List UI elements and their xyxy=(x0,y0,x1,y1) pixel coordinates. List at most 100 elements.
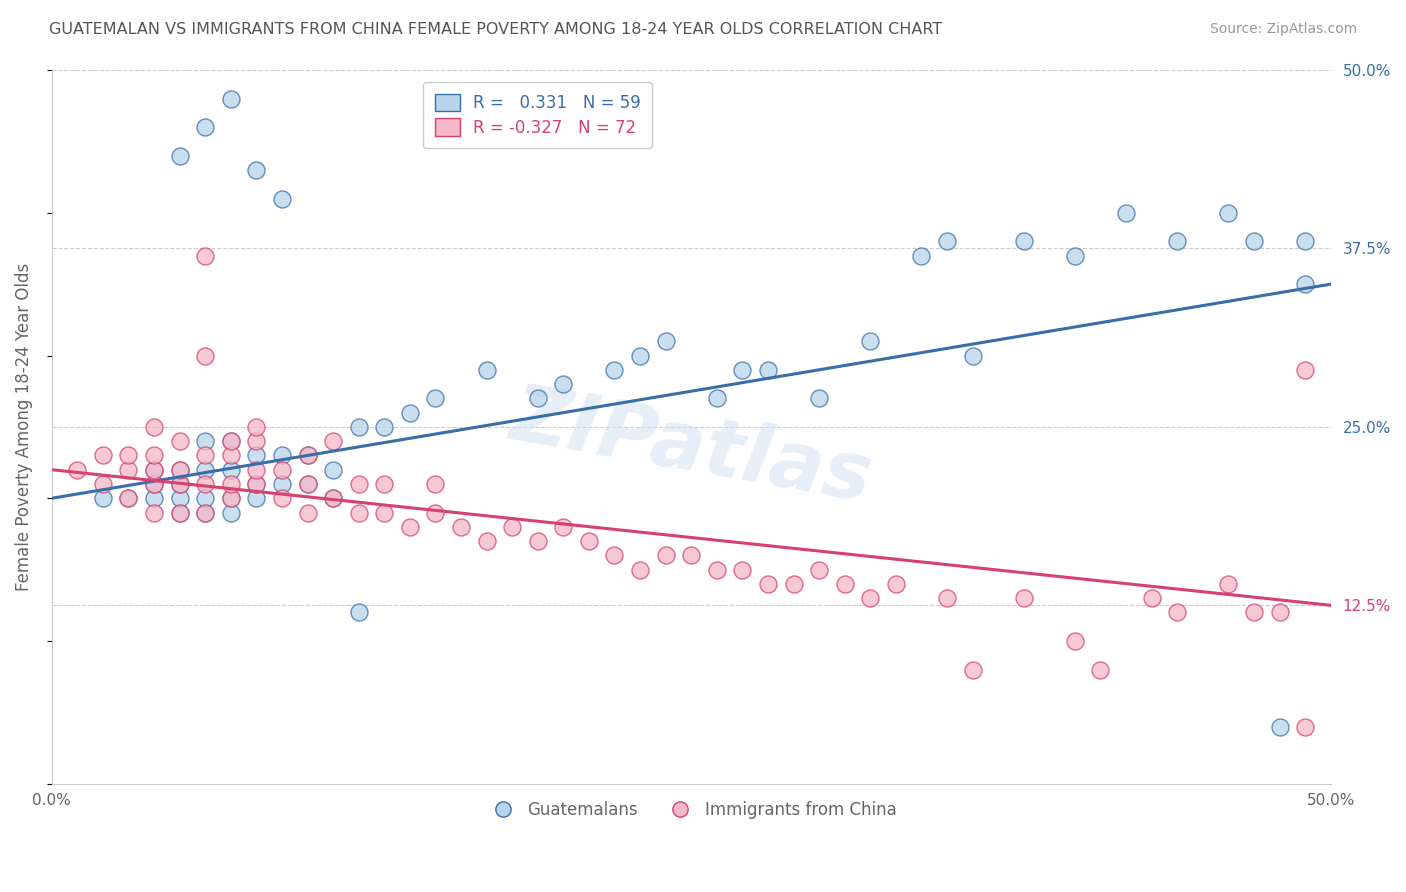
Point xyxy=(1166,235,1188,249)
Point xyxy=(245,491,267,506)
Point xyxy=(654,334,676,349)
Point xyxy=(654,549,676,563)
Point xyxy=(297,449,319,463)
Point xyxy=(143,491,166,506)
Point xyxy=(143,463,166,477)
Point xyxy=(603,549,626,563)
Point xyxy=(271,477,294,491)
Point xyxy=(1243,235,1265,249)
Point xyxy=(297,477,319,491)
Point xyxy=(347,506,370,520)
Point xyxy=(91,491,114,506)
Point xyxy=(1012,591,1035,606)
Point xyxy=(169,477,191,491)
Point xyxy=(143,477,166,491)
Point xyxy=(194,434,217,449)
Point xyxy=(859,591,882,606)
Point xyxy=(297,477,319,491)
Point xyxy=(245,420,267,434)
Point xyxy=(578,534,600,549)
Point xyxy=(731,563,754,577)
Legend: Guatemalans, Immigrants from China: Guatemalans, Immigrants from China xyxy=(479,794,903,825)
Point xyxy=(91,477,114,491)
Point xyxy=(526,392,548,406)
Point xyxy=(1294,720,1316,734)
Point xyxy=(143,463,166,477)
Point xyxy=(706,392,728,406)
Point xyxy=(681,549,703,563)
Text: Source: ZipAtlas.com: Source: ZipAtlas.com xyxy=(1209,22,1357,37)
Point xyxy=(1294,277,1316,292)
Point xyxy=(169,434,191,449)
Point xyxy=(271,449,294,463)
Point xyxy=(603,363,626,377)
Point xyxy=(808,563,831,577)
Point xyxy=(169,149,191,163)
Point xyxy=(808,392,831,406)
Point xyxy=(194,449,217,463)
Point xyxy=(936,591,959,606)
Point xyxy=(425,506,447,520)
Point xyxy=(347,420,370,434)
Point xyxy=(271,192,294,206)
Point xyxy=(399,406,422,420)
Y-axis label: Female Poverty Among 18-24 Year Olds: Female Poverty Among 18-24 Year Olds xyxy=(15,263,32,591)
Point xyxy=(194,477,217,491)
Point xyxy=(143,506,166,520)
Point xyxy=(628,563,651,577)
Point xyxy=(1115,206,1137,220)
Point xyxy=(194,120,217,135)
Point xyxy=(756,577,779,591)
Point xyxy=(425,392,447,406)
Point xyxy=(194,463,217,477)
Point xyxy=(219,491,242,506)
Point xyxy=(1064,249,1087,263)
Point xyxy=(169,463,191,477)
Point xyxy=(475,363,498,377)
Point xyxy=(782,577,804,591)
Point xyxy=(1090,663,1112,677)
Point xyxy=(1218,577,1240,591)
Point xyxy=(219,449,242,463)
Point xyxy=(322,463,344,477)
Point xyxy=(731,363,754,377)
Point xyxy=(322,491,344,506)
Text: ZIPatlas: ZIPatlas xyxy=(505,378,877,518)
Point xyxy=(450,520,472,534)
Point xyxy=(271,463,294,477)
Point xyxy=(553,520,575,534)
Point xyxy=(219,434,242,449)
Point xyxy=(143,449,166,463)
Point xyxy=(219,477,242,491)
Point xyxy=(859,334,882,349)
Point xyxy=(322,434,344,449)
Point xyxy=(1268,606,1291,620)
Point xyxy=(143,477,166,491)
Point xyxy=(1294,363,1316,377)
Point xyxy=(271,491,294,506)
Point xyxy=(425,477,447,491)
Point xyxy=(297,449,319,463)
Point xyxy=(117,491,139,506)
Point xyxy=(194,506,217,520)
Point xyxy=(936,235,959,249)
Point xyxy=(553,377,575,392)
Point xyxy=(169,491,191,506)
Point xyxy=(117,491,139,506)
Point xyxy=(373,506,395,520)
Point xyxy=(245,463,267,477)
Point xyxy=(910,249,932,263)
Point xyxy=(347,606,370,620)
Point xyxy=(1166,606,1188,620)
Point xyxy=(245,477,267,491)
Point xyxy=(373,477,395,491)
Point xyxy=(219,491,242,506)
Point xyxy=(1218,206,1240,220)
Point xyxy=(245,434,267,449)
Point xyxy=(628,349,651,363)
Point xyxy=(347,477,370,491)
Point xyxy=(117,463,139,477)
Point xyxy=(194,506,217,520)
Point xyxy=(1294,235,1316,249)
Point xyxy=(245,163,267,178)
